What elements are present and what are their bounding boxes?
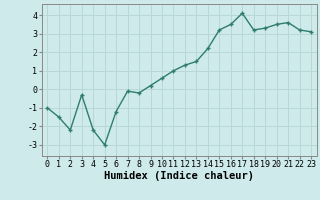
- X-axis label: Humidex (Indice chaleur): Humidex (Indice chaleur): [104, 171, 254, 181]
